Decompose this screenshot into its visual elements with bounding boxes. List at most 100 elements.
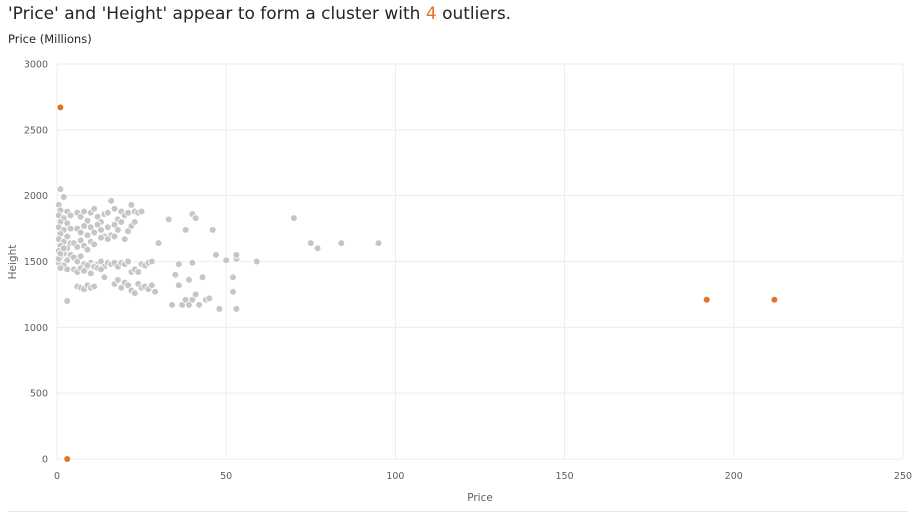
cluster-point[interactable] bbox=[80, 266, 88, 275]
cluster-point[interactable] bbox=[80, 207, 88, 216]
cluster-point[interactable] bbox=[59, 244, 68, 253]
cluster-point[interactable] bbox=[73, 243, 82, 251]
y-tick-label: 3000 bbox=[24, 60, 48, 71]
cluster-point[interactable] bbox=[97, 234, 105, 242]
cluster-point[interactable] bbox=[290, 214, 298, 222]
cluster-point[interactable] bbox=[185, 301, 193, 309]
cluster-point[interactable] bbox=[114, 226, 122, 234]
cluster-point[interactable] bbox=[120, 235, 129, 243]
cluster-point[interactable] bbox=[93, 212, 102, 221]
headline-prefix: 'Price' and 'Height' appear to form a cl… bbox=[8, 4, 426, 24]
cluster-point[interactable] bbox=[134, 268, 143, 276]
cluster-point[interactable] bbox=[131, 289, 139, 297]
y-tick-label: 2500 bbox=[24, 125, 48, 136]
cluster-point[interactable] bbox=[66, 224, 75, 233]
cluster-point[interactable] bbox=[63, 219, 71, 228]
cluster-point[interactable] bbox=[188, 258, 197, 267]
cluster-point[interactable] bbox=[148, 281, 156, 290]
cluster-point[interactable] bbox=[175, 260, 183, 268]
outlier-count: 4 bbox=[425, 4, 437, 24]
cluster-point[interactable] bbox=[252, 257, 261, 266]
cluster-point[interactable] bbox=[66, 211, 75, 220]
cluster-point[interactable] bbox=[212, 251, 220, 259]
cluster-point[interactable] bbox=[93, 220, 102, 229]
cluster-point[interactable] bbox=[87, 269, 95, 278]
cluster-point[interactable] bbox=[131, 218, 139, 226]
cluster-point[interactable] bbox=[63, 265, 71, 274]
cluster-point[interactable] bbox=[56, 264, 65, 272]
cluster-point[interactable] bbox=[56, 185, 65, 193]
cluster-point[interactable] bbox=[181, 226, 190, 234]
cluster-point[interactable] bbox=[222, 256, 231, 265]
cluster-point[interactable] bbox=[205, 294, 214, 303]
cluster-point[interactable] bbox=[117, 283, 126, 292]
cluster-point[interactable] bbox=[83, 245, 92, 254]
cluster-point[interactable] bbox=[229, 287, 237, 296]
cluster-point[interactable] bbox=[191, 290, 200, 299]
cluster-point[interactable] bbox=[229, 273, 237, 282]
cluster-point[interactable] bbox=[232, 305, 241, 313]
cluster-point[interactable] bbox=[97, 265, 105, 274]
cluster-point[interactable] bbox=[232, 251, 241, 259]
cluster-point[interactable] bbox=[154, 239, 163, 247]
cluster-point[interactable] bbox=[198, 273, 207, 282]
cluster-point[interactable] bbox=[110, 205, 119, 213]
cluster-point[interactable] bbox=[104, 223, 112, 232]
cluster-point[interactable] bbox=[185, 276, 193, 284]
cluster-point[interactable] bbox=[90, 205, 98, 213]
cluster-point[interactable] bbox=[191, 214, 200, 222]
cluster-point[interactable] bbox=[73, 257, 82, 266]
cluster-point[interactable] bbox=[110, 232, 119, 241]
outlier-point[interactable] bbox=[702, 295, 711, 304]
cluster-point[interactable] bbox=[188, 295, 197, 304]
cluster-point[interactable] bbox=[164, 215, 173, 224]
cluster-point[interactable] bbox=[137, 207, 146, 216]
cluster-point[interactable] bbox=[124, 209, 132, 217]
cluster-point[interactable] bbox=[63, 232, 71, 241]
cluster-point[interactable] bbox=[76, 236, 85, 245]
cluster-point[interactable] bbox=[83, 216, 92, 225]
cluster-point[interactable] bbox=[76, 252, 85, 261]
cluster-point[interactable] bbox=[90, 240, 98, 249]
cluster-point[interactable] bbox=[76, 228, 85, 237]
cluster-point[interactable] bbox=[151, 287, 159, 296]
cluster-point[interactable] bbox=[337, 239, 346, 247]
cluster-point[interactable] bbox=[76, 212, 85, 221]
cluster-point[interactable] bbox=[83, 231, 92, 240]
insight-headline: 'Price' and 'Height' appear to form a cl… bbox=[8, 4, 511, 24]
cluster-point[interactable] bbox=[168, 301, 176, 309]
cluster-point[interactable] bbox=[313, 244, 322, 253]
cluster-point[interactable] bbox=[306, 239, 315, 247]
cluster-point[interactable] bbox=[80, 222, 88, 230]
cluster-point[interactable] bbox=[215, 305, 224, 313]
cluster-point[interactable] bbox=[124, 281, 132, 290]
cluster-point[interactable] bbox=[175, 281, 183, 290]
cluster-point[interactable] bbox=[107, 197, 115, 205]
cluster-point[interactable] bbox=[171, 270, 180, 279]
cluster-point[interactable] bbox=[63, 256, 71, 265]
outlier-point[interactable] bbox=[63, 455, 71, 463]
cluster-point[interactable] bbox=[195, 301, 203, 309]
cluster-point[interactable] bbox=[208, 226, 217, 234]
cluster-point[interactable] bbox=[87, 223, 95, 232]
cluster-point[interactable] bbox=[90, 228, 98, 237]
cluster-point[interactable] bbox=[63, 297, 71, 305]
cluster-point[interactable] bbox=[127, 201, 136, 209]
cluster-point[interactable] bbox=[83, 261, 92, 270]
outlier-point[interactable] bbox=[770, 295, 779, 304]
cluster-point[interactable] bbox=[110, 220, 119, 229]
cluster-point[interactable] bbox=[148, 257, 156, 266]
grid-lines bbox=[56, 63, 904, 460]
cluster-point[interactable] bbox=[117, 218, 126, 226]
cluster-point[interactable] bbox=[104, 209, 112, 217]
outlier-point[interactable] bbox=[56, 103, 65, 112]
cluster-point[interactable] bbox=[56, 249, 65, 258]
cluster-point[interactable] bbox=[100, 273, 109, 282]
cluster-point[interactable] bbox=[124, 257, 132, 266]
cluster-point[interactable] bbox=[374, 239, 383, 247]
cluster-point[interactable] bbox=[97, 226, 105, 234]
cluster-point[interactable] bbox=[90, 282, 98, 291]
cluster-point[interactable] bbox=[104, 235, 112, 243]
cluster-point[interactable] bbox=[59, 193, 68, 201]
cluster-point[interactable] bbox=[114, 276, 122, 284]
